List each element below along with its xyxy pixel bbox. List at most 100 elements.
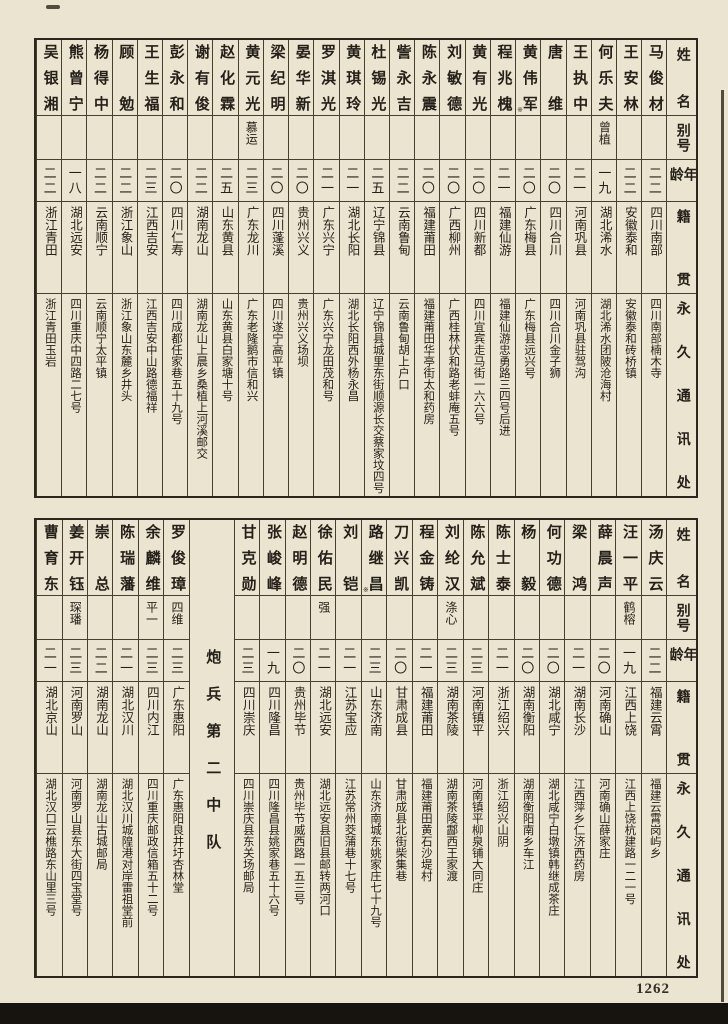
cell-native: 广东兴宁 (314, 202, 339, 294)
cell-address: 浙江象山东麓乡井头 (113, 294, 137, 496)
cell-name: 何功德 (539, 520, 565, 596)
person-age: 二〇 (520, 165, 536, 196)
cell-alias (541, 116, 566, 160)
header-label-alias: 别号 (674, 603, 690, 632)
person-age: 一九 (621, 645, 636, 676)
person-column: 王生福 二三 江西吉安 江西吉安中山路德福祥 (136, 40, 163, 496)
person-address: 福建仙游忠勇路三四号后进 (497, 298, 510, 436)
cell-alias (336, 596, 361, 640)
cell-age: 二三 (164, 640, 189, 682)
person-native: 云南顺宁 (93, 206, 108, 256)
cell-address: 福建莆田华亭街太和药房 (415, 294, 439, 496)
cell-alias (87, 116, 112, 160)
cell-age: 一八 (62, 160, 87, 202)
cell-age: 二二 (87, 160, 112, 202)
cell-address: 贵州兴义场坝 (289, 294, 313, 496)
person-address: 四川重庆邮政信箱五十二号 (145, 778, 158, 916)
cell-alias: 慕运 (238, 116, 263, 160)
cell-address: 湖北长阳西外杨永昌 (340, 294, 364, 496)
header-label-native: 籍贯 (674, 209, 690, 286)
cell-address: 山东黄县白家塘十号 (213, 294, 237, 496)
person-age: 二三 (243, 165, 259, 196)
person-column: 王安林 二二 安徽泰和 安徽泰和砖桥镇 (615, 40, 642, 496)
cell-native: 江西上饶 (616, 682, 641, 774)
person-column: 甘克勋 二三 四川崇庆 四川崇庆县东关场邮局 (233, 520, 260, 976)
person-native: 江西上饶 (622, 686, 637, 736)
cell-name: 梁纪明 (263, 40, 289, 116)
cell-age: 二一 (490, 160, 516, 202)
header-column: 姓名 别号 年龄 籍贯 永久通讯处 (666, 40, 696, 496)
cell-name: 唐维 (541, 40, 566, 116)
person-name: 程金铸 (417, 524, 434, 591)
person-age: 二一 (41, 645, 57, 676)
cell-name: 甘克勋 (234, 520, 260, 596)
cell-native: 福建莆田 (412, 682, 438, 774)
cell-address: 四川宜宾走马街一六六号 (466, 294, 490, 496)
person-age: 二二 (394, 165, 410, 196)
cell-native: 山东济南 (361, 682, 387, 774)
cell-name: 陈士泰 (489, 520, 514, 596)
person-column: 黄元光 慕运 二三 广东龙川 广东老隆鹅市信和兴 (237, 40, 263, 496)
cell-native: 福建莆田 (415, 202, 440, 294)
person-name: 王安林 (621, 44, 638, 111)
person-native: 湖南长沙 (571, 686, 586, 736)
person-age: 一八 (66, 165, 82, 196)
person-alias: 强 (316, 601, 331, 613)
person-column: 黄琪玲 二一 湖北长阳 湖北长阳西外杨永昌 (338, 40, 364, 496)
person-column: 陈永震 二〇 福建莆田 福建莆田华亭街太和药房 (414, 40, 440, 496)
cell-address: 江苏常州茭蒲巷十七号 (336, 774, 360, 976)
cell-address: 河南确山薛家庄 (591, 774, 615, 976)
person-column: 薛晨声 二〇 河南确山 河南确山薛家庄 (589, 520, 616, 976)
cell-alias (516, 116, 541, 160)
cell-address: 四川重庆邮政信箱五十二号 (139, 774, 163, 976)
name-footnote-mark: ※ (362, 586, 369, 594)
cell-native: 四川南部 (642, 202, 667, 294)
cell-native: 浙江绍兴 (489, 682, 514, 774)
cell-native: 江苏宝应 (336, 682, 361, 774)
person-age: 一九 (596, 165, 612, 196)
person-name: 罗淇光 (318, 44, 335, 111)
cell-alias (390, 116, 415, 160)
person-age: 二〇 (167, 165, 183, 196)
cell-name: 王执中 (566, 40, 591, 116)
person-native: 浙江绍兴 (495, 686, 510, 736)
cell-alias: 曾植 (591, 116, 616, 160)
person-name: 杨毅 (519, 524, 536, 591)
cell-name: 刘铠 (336, 520, 361, 596)
header-label-age: 年龄 (667, 647, 696, 661)
cell-native: 湖北咸宁 (539, 682, 565, 774)
cell-alias (361, 596, 387, 640)
person-address: 河南巩县驻驾沟 (573, 298, 586, 379)
person-name: 赵化霖 (218, 44, 235, 111)
person-column: 唐维 二〇 四川合川 四川合川金子狮 (540, 40, 566, 496)
person-age: 二三 (143, 645, 159, 676)
person-native: 湖南茶陵 (444, 686, 459, 736)
cell-age: 二〇 (289, 160, 314, 202)
person-name: 陈瑞藩 (118, 524, 135, 591)
cell-native: 广东梅县 (516, 202, 541, 294)
person-alias: 曾植 (597, 121, 612, 145)
person-name: 罗俊璋 (169, 524, 185, 591)
person-address: 江西上饶杭建路一二一号 (623, 778, 636, 905)
cell-name: 汪一平 (616, 520, 641, 596)
cell-name: 刘敏德 (440, 40, 465, 116)
person-address: 广西桂林伏和路老蚌庵五号 (447, 298, 460, 436)
cell-name: 刀兴凯 (387, 520, 412, 596)
cell-age: 二〇 (387, 640, 412, 682)
person-age: 二一 (344, 165, 360, 196)
cell-alias (641, 596, 667, 640)
person-age: 二一 (570, 645, 586, 676)
cell-alias (289, 116, 314, 160)
person-native: 河南巩县 (572, 206, 587, 256)
cell-age: 二三 (463, 640, 489, 682)
person-name: 晏华新 (293, 44, 310, 111)
cell-native: 湖北浠水 (591, 202, 616, 294)
cell-name: 王安林 (616, 40, 642, 116)
cell-native: 四川崇庆 (234, 682, 260, 774)
cell-native: 湖北长阳 (339, 202, 364, 294)
person-column: 路继昌 ※ 二三 山东济南 山东济南城东姚家庄七十九号 (360, 520, 387, 976)
cell-alias (565, 596, 590, 640)
person-native: 江西吉安 (143, 206, 158, 256)
person-native: 河南罗山 (68, 686, 83, 736)
cell-name: 杨毅 (514, 520, 539, 596)
